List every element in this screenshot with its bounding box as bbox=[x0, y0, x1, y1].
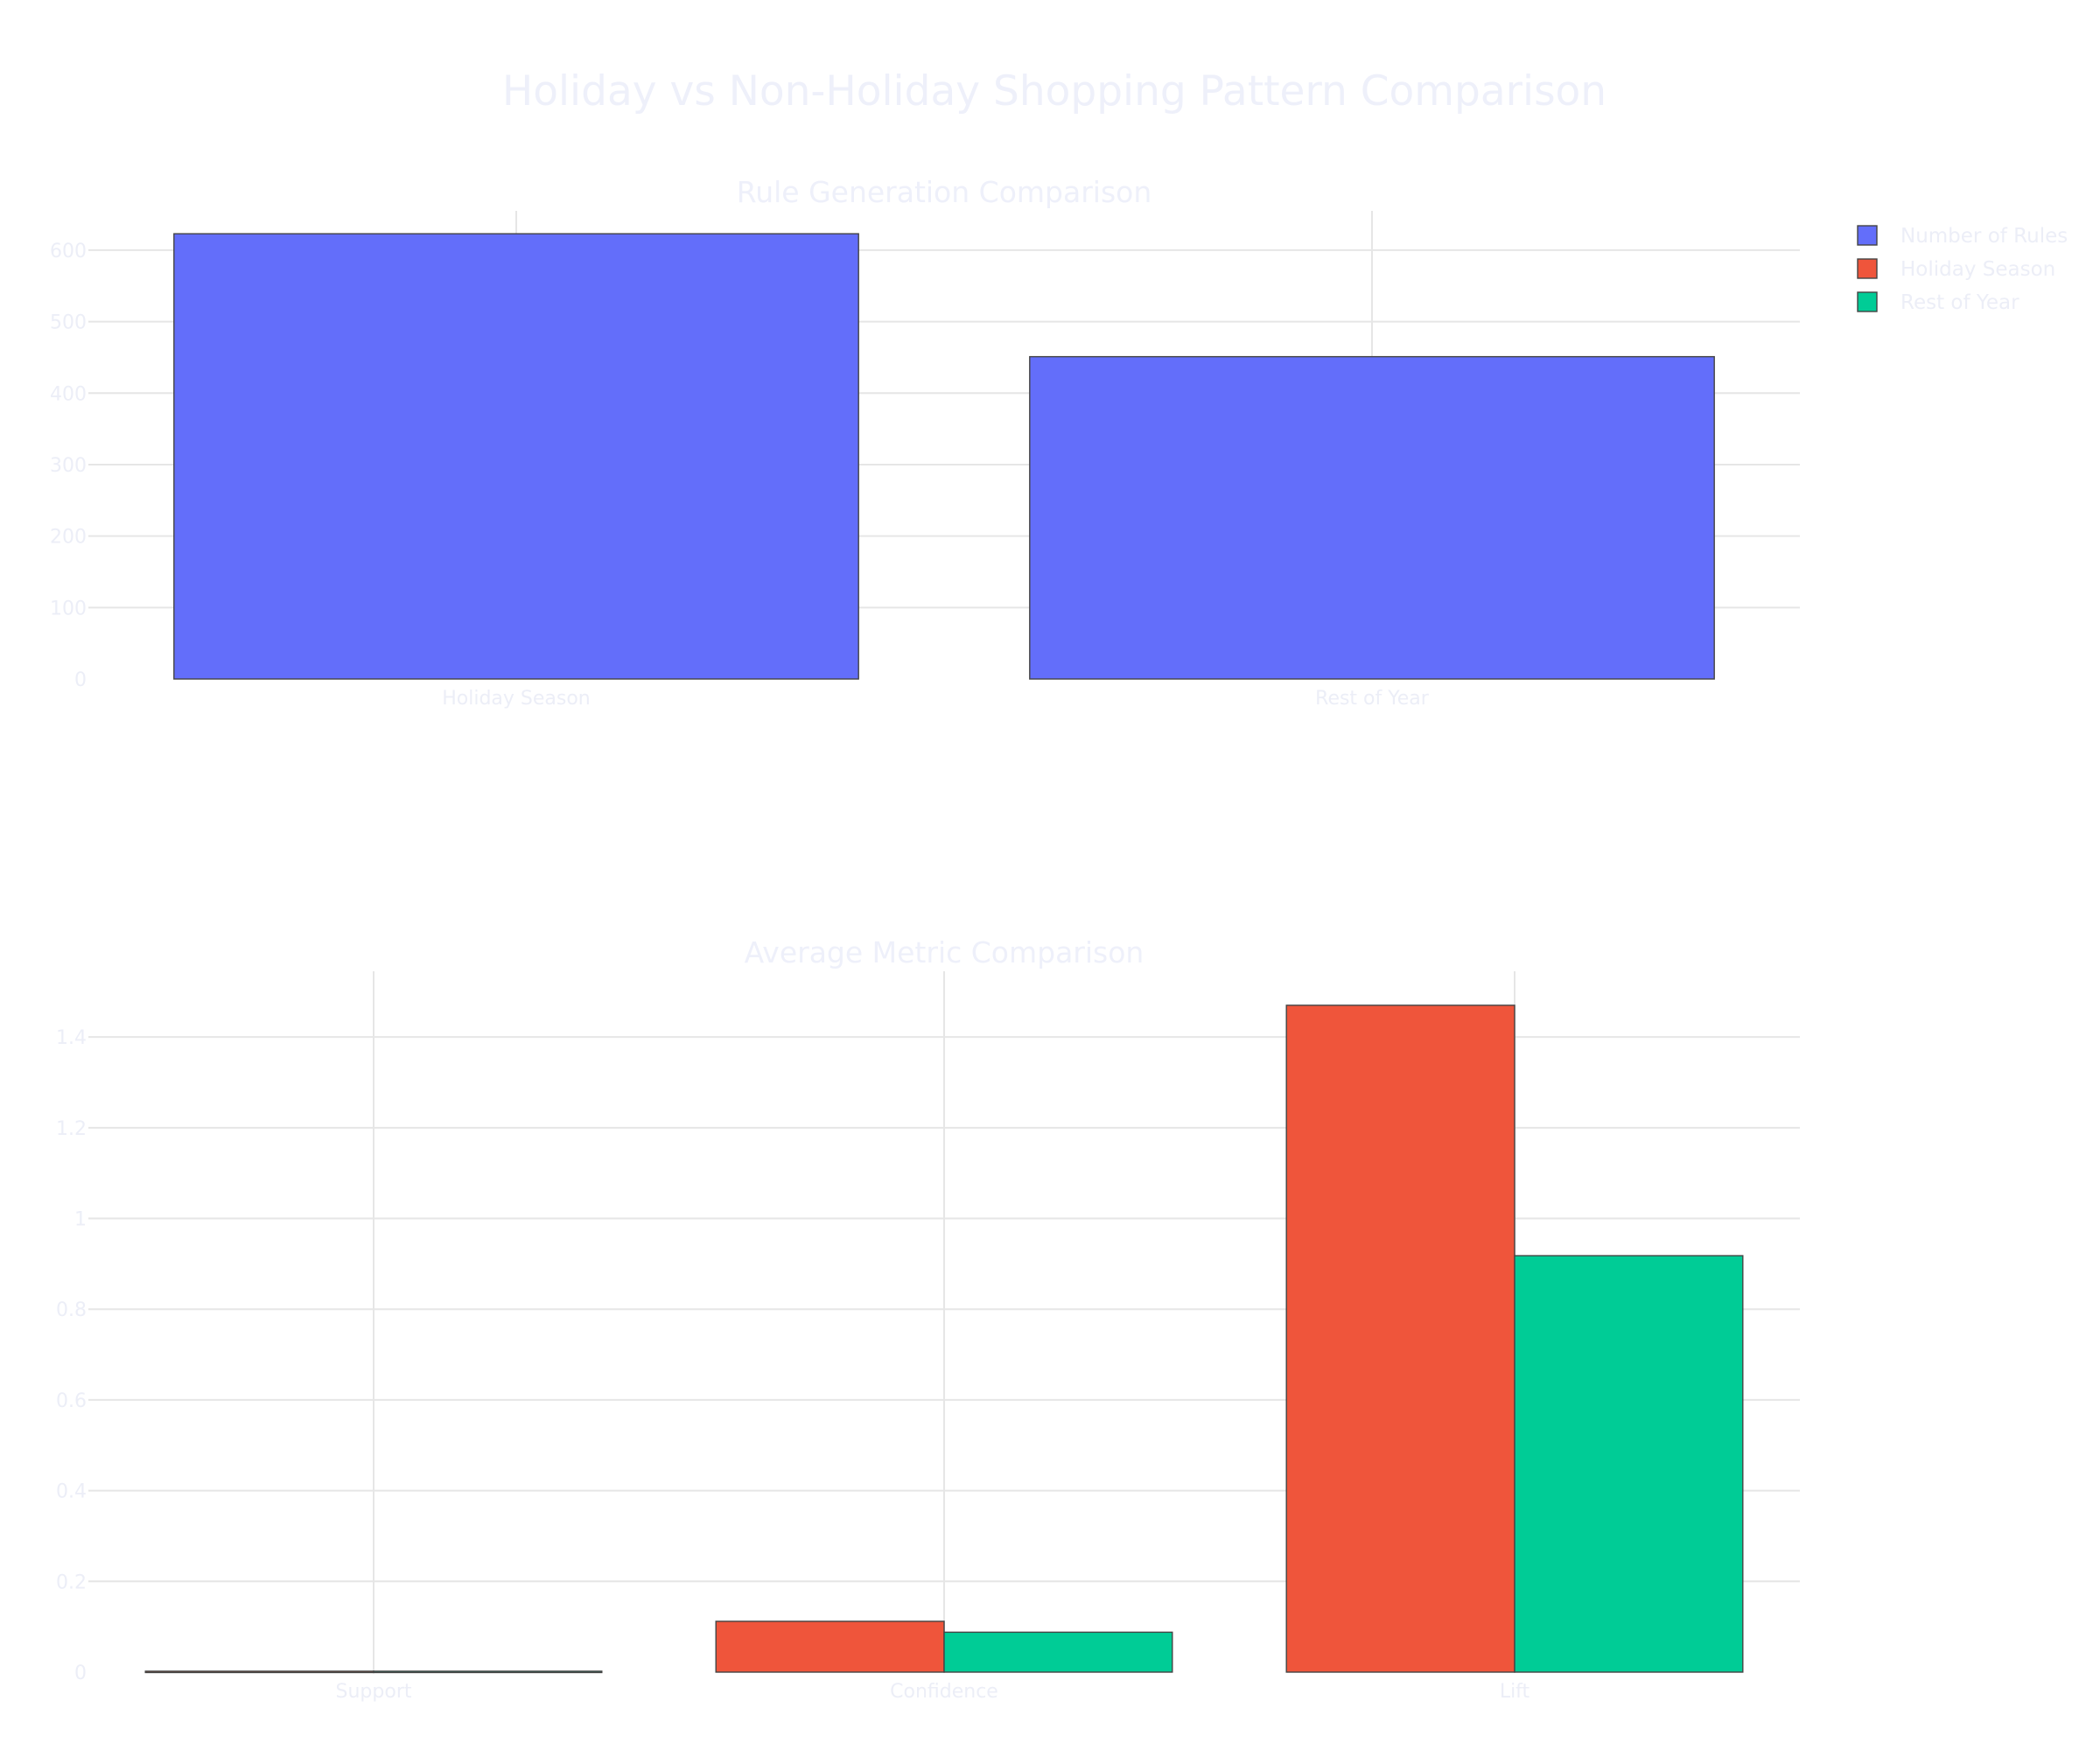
y-tick-label: 1 bbox=[74, 1209, 87, 1231]
bar-number-of-rules-rest-of-year bbox=[1029, 355, 1715, 680]
x-tick-label: Lift bbox=[1500, 1681, 1530, 1703]
y-tick-label: 300 bbox=[50, 455, 87, 477]
y-tick-label: 400 bbox=[50, 383, 87, 405]
bar-holiday-season-lift bbox=[1285, 1004, 1516, 1673]
y-tick-label: 100 bbox=[50, 598, 87, 620]
legend: Number of Rules Holiday Season Rest of Yea… bbox=[1857, 225, 2068, 314]
average-metric-title: Average Metric Comparison bbox=[745, 935, 1144, 970]
average-metric-panel: Average Metric Comparison 0 0.2 0.4 0.6 0.8 1 1… bbox=[56, 935, 1800, 1703]
y-tick-label: 0 bbox=[74, 1662, 87, 1684]
y-tick-label: 600 bbox=[50, 241, 87, 262]
y-tick-label: 500 bbox=[50, 312, 87, 334]
y-tick-label: 0 bbox=[74, 669, 87, 691]
chart-title: Holiday vs Non-Holiday Shopping Pattern … bbox=[502, 67, 1606, 116]
bar-rest-of-year-lift bbox=[1514, 1255, 1744, 1673]
x-tick-label: Rest of Year bbox=[1315, 688, 1430, 710]
y-tick-label: 200 bbox=[50, 527, 87, 549]
legend-label-number-of-rules: Number of Rules bbox=[1900, 225, 2068, 248]
rule-generation-panel: Rule Generation Comparison 0 100 200 300 400 5… bbox=[50, 175, 1800, 710]
bar-number-of-rules-holiday-season bbox=[173, 233, 859, 680]
bar-rest-of-year-support bbox=[373, 1670, 603, 1674]
legend-swatch-holiday-season bbox=[1857, 258, 1878, 279]
y-tick-label: 0.8 bbox=[56, 1299, 87, 1321]
x-tick-label: Holiday Season bbox=[442, 688, 591, 710]
y-tick-label: 1.4 bbox=[56, 1027, 87, 1049]
rule-generation-title: Rule Generation Comparison bbox=[737, 175, 1152, 209]
y-tick-label: 1.2 bbox=[56, 1118, 87, 1140]
x-tick-label: Confidence bbox=[890, 1681, 998, 1703]
y-tick-label: 0.4 bbox=[56, 1481, 87, 1503]
legend-label-rest-of-year: Rest of Year bbox=[1900, 291, 2020, 314]
y-tick-label: 0.2 bbox=[56, 1572, 87, 1593]
bar-holiday-season-confidence bbox=[715, 1620, 945, 1673]
legend-swatch-rest-of-year bbox=[1857, 291, 1878, 312]
legend-swatch-number-of-rules bbox=[1857, 225, 1878, 246]
legend-label-holiday-season: Holiday Season bbox=[1900, 258, 2055, 281]
bar-rest-of-year-confidence bbox=[943, 1631, 1173, 1673]
x-tick-label: Support bbox=[336, 1681, 412, 1703]
bar-holiday-season-support bbox=[144, 1670, 374, 1674]
y-tick-label: 0.6 bbox=[56, 1390, 87, 1412]
